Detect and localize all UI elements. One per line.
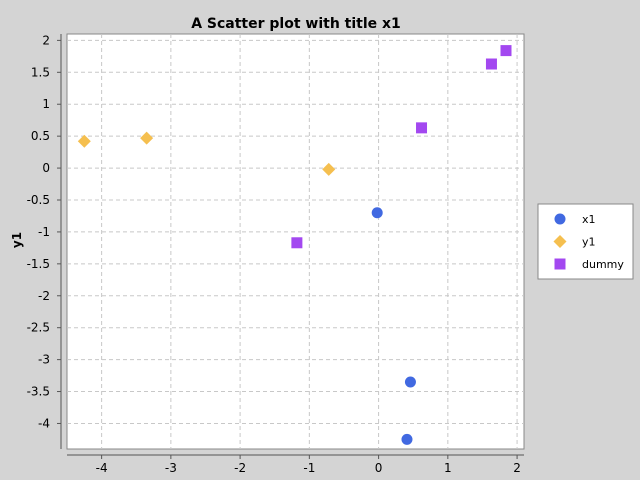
x-tick-label-neg3: -3 — [165, 461, 177, 475]
data-points — [77, 45, 512, 445]
data-point-dummy-0 — [291, 237, 303, 249]
y-tick-label-2: 2 — [42, 33, 50, 47]
legend-label-y1: y1 — [582, 236, 596, 249]
data-point-y1-1 — [140, 131, 154, 145]
y-tick-label-neg3: -3 — [38, 353, 50, 367]
data-point-x1-2 — [401, 433, 413, 445]
legend-label-dummy: dummy — [582, 258, 624, 271]
legend-marker-x1 — [554, 213, 566, 225]
x-tick-label-neg2: -2 — [234, 461, 246, 475]
x-tick-label-1: 1 — [444, 461, 452, 475]
x-axis-ticks: -4 -3 -2 -1 0 1 2 — [96, 455, 521, 475]
y-tick-label-neg0_5: -0.5 — [27, 193, 50, 207]
data-point-x1-0 — [371, 207, 383, 219]
data-point-dummy-1 — [416, 122, 428, 134]
y-tick-label-1_5: 1.5 — [31, 65, 50, 79]
x-tick-label-neg1: -1 — [303, 461, 315, 475]
y-tick-label-1: 1 — [42, 97, 50, 111]
legend-marker-dummy — [554, 258, 566, 270]
chart-title: A Scatter plot with title x1 — [191, 16, 401, 32]
legend-marker-y1 — [553, 235, 567, 248]
x-tick-label-neg4: -4 — [96, 461, 108, 475]
y-tick-label-neg4: -4 — [38, 416, 50, 430]
y-axis-label: y1 — [10, 232, 24, 248]
y-tick-label-0: 0 — [42, 161, 50, 175]
data-point-y1-0 — [77, 134, 91, 148]
grid-lines — [67, 34, 524, 449]
legend: x1 y1 dummy — [537, 203, 634, 280]
y-tick-label-0_5: 0.5 — [31, 129, 50, 143]
y-tick-label-neg2: -2 — [38, 289, 50, 303]
data-point-dummy-3 — [500, 45, 512, 57]
x-tick-label-0: 0 — [375, 461, 383, 475]
x-tick-label-2: 2 — [513, 461, 521, 475]
y-tick-label-neg1: -1 — [38, 225, 50, 239]
data-point-dummy-2 — [485, 58, 497, 70]
data-point-x1-1 — [404, 376, 416, 388]
y-tick-label-neg2_5: -2.5 — [27, 321, 50, 335]
data-point-y1-2 — [322, 162, 336, 176]
legend-label-x1: x1 — [582, 213, 596, 226]
y-tick-label-neg3_5: -3.5 — [27, 385, 50, 399]
y-axis-ticks: 2 1.5 1 0.5 0 -0.5 -1 -1.5 -2 -2.5 -3 -3.5 -4 — [27, 33, 61, 430]
y-tick-label-neg1_5: -1.5 — [27, 257, 50, 271]
